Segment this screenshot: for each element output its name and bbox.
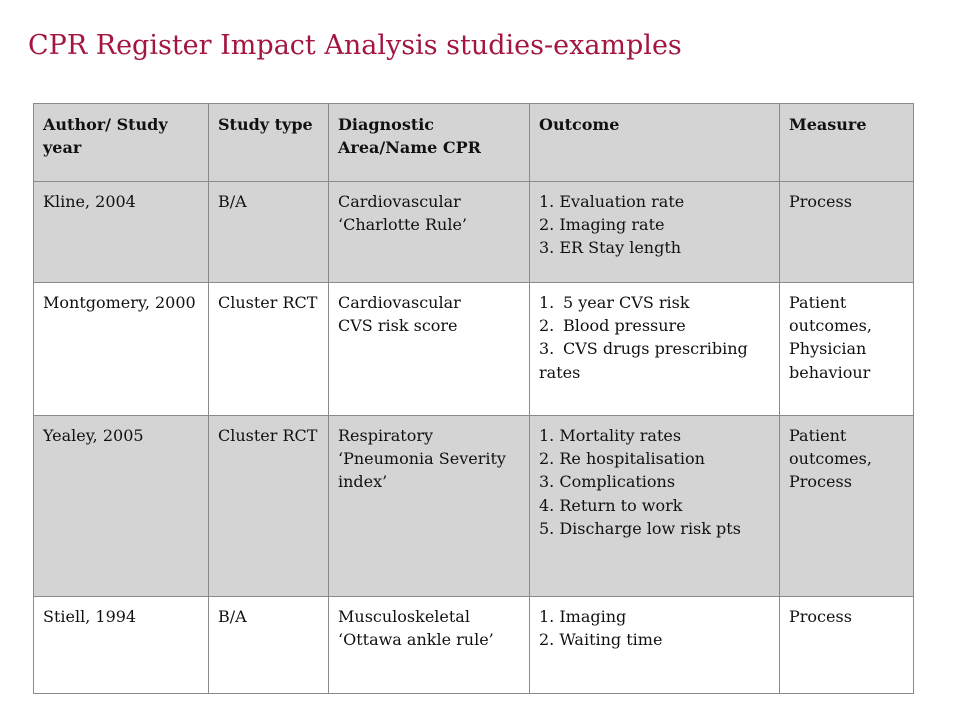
outcome-item: 1. Imaging	[539, 607, 627, 626]
cell-author: Montgomery, 2000	[33, 282, 209, 416]
cell-author: Yealey, 2005	[33, 415, 209, 597]
outcome-item: 2. Blood pressure	[539, 314, 773, 337]
slide-title: CPR Register Impact Analysis studies-exa…	[28, 30, 682, 61]
diagnostic-area: Cardiovascular	[338, 293, 461, 312]
outcome-item: 3. Complications	[539, 472, 676, 492]
outcome-item: 1. Evaluation rate	[539, 192, 685, 211]
cell-diagnostic: Cardiovascular CVS risk score	[328, 282, 530, 416]
cell-study-type: B/A	[208, 181, 329, 283]
cell-diagnostic: Respiratory ‘Pneumonia Severity index’	[328, 415, 530, 597]
diagnostic-area: Cardiovascular	[338, 192, 461, 211]
header-study-type: Study type	[208, 103, 329, 182]
cell-outcome: 1. Imaging 2. Waiting time	[529, 596, 780, 694]
cell-measure: Patient outcomes, Process	[779, 415, 914, 597]
header-author: Author/ Study year	[33, 103, 209, 182]
outcome-item: 4. Return to work	[539, 495, 683, 515]
header-diagnostic: Diagnostic Area/Name CPR	[328, 103, 530, 182]
cpr-name: CVS risk score	[338, 316, 458, 336]
outcome-item: 2. Re hospitalisation	[539, 449, 705, 469]
cell-study-type: Cluster RCT	[208, 282, 329, 416]
cell-measure: Patient outcomes, Physician behaviour	[779, 282, 914, 416]
cell-measure: Process	[779, 596, 914, 694]
header-outcome: Outcome	[529, 103, 780, 182]
cpr-name: ‘Pneumonia Severity index’	[338, 449, 506, 492]
cell-measure: Process	[779, 181, 914, 283]
diagnostic-area: Musculoskeletal	[338, 607, 470, 626]
outcome-item: 1. 5 year CVS risk	[539, 291, 773, 314]
outcome-item: 2. Imaging rate	[539, 215, 665, 235]
outcome-item: 3. CVS drugs prescribing rates	[539, 337, 773, 383]
cell-outcome: 1. Mortality rates 2. Re hospitalisation…	[529, 415, 780, 597]
cpr-name: ‘Charlotte Rule’	[338, 215, 468, 235]
table-row: Kline, 2004 B/A Cardiovascular ‘Charlott…	[33, 181, 914, 283]
cell-study-type: Cluster RCT	[208, 415, 329, 597]
table-header-row: Author/ Study year Study type Diagnostic…	[33, 103, 914, 182]
cell-outcome: 1. Evaluation rate 2. Imaging rate 3. ER…	[529, 181, 780, 283]
outcome-number: 3.	[539, 339, 555, 359]
cell-diagnostic: Cardiovascular ‘Charlotte Rule’	[328, 181, 530, 283]
cell-outcome: 1. 5 year CVS risk 2. Blood pressure 3. CVS…	[529, 282, 780, 416]
outcome-item: 1. Mortality rates	[539, 426, 682, 445]
table-row: Montgomery, 2000 Cluster RCT Cardiovascu…	[33, 282, 914, 416]
outcome-text: 5 year CVS risk	[563, 293, 690, 312]
diagnostic-area: Respiratory	[338, 426, 434, 445]
outcome-text: CVS drugs prescribing rates	[539, 339, 748, 382]
header-measure: Measure	[779, 103, 914, 182]
cell-author: Kline, 2004	[33, 181, 209, 283]
outcome-number: 1.	[539, 293, 555, 312]
outcome-item: 3. ER Stay length	[539, 238, 682, 258]
cell-study-type: B/A	[208, 596, 329, 694]
outcome-item: 2. Waiting time	[539, 630, 663, 650]
cell-author: Stiell, 1994	[33, 596, 209, 694]
cell-diagnostic: Musculoskeletal ‘Ottawa ankle rule’	[328, 596, 530, 694]
studies-table: Author/ Study year Study type Diagnostic…	[33, 103, 914, 694]
outcome-text: Blood pressure	[563, 316, 686, 336]
outcome-number: 2.	[539, 316, 555, 336]
outcome-item: 5. Discharge low risk pts	[539, 518, 741, 538]
cpr-name: ‘Ottawa ankle rule’	[338, 630, 494, 650]
table-row: Stiell, 1994 B/A Musculoskeletal ‘Ottawa…	[33, 596, 914, 694]
table-row: Yealey, 2005 Cluster RCT Respiratory ‘Pn…	[33, 415, 914, 597]
